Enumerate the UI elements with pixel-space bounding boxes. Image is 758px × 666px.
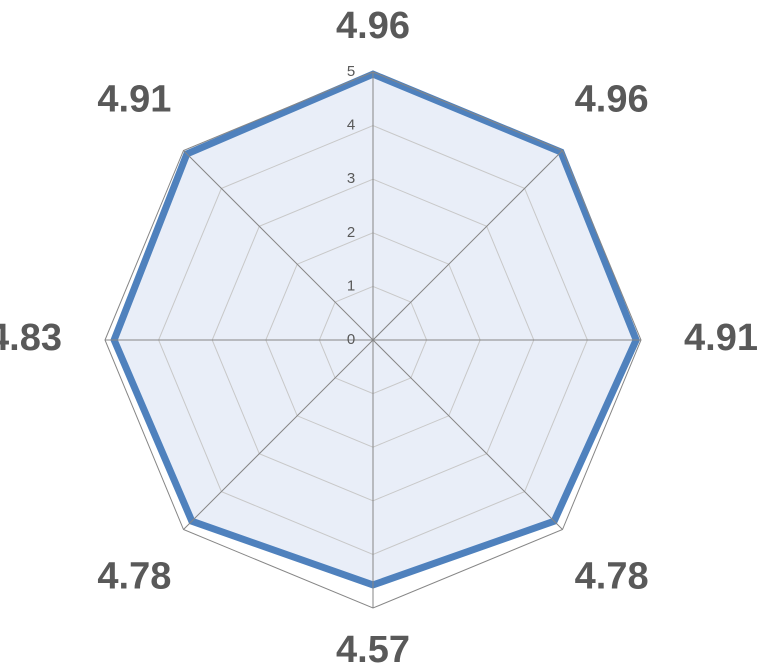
tick-label: 4 xyxy=(347,117,355,134)
spoke xyxy=(372,339,563,530)
tick-label: 3 xyxy=(347,170,355,187)
data-label: 4.83 xyxy=(0,317,62,359)
data-label: 4.91 xyxy=(684,317,758,359)
data-label: 4.96 xyxy=(575,78,649,120)
spoke xyxy=(183,339,374,530)
series-area xyxy=(110,70,640,589)
data-label: 4.57 xyxy=(336,629,410,666)
spoke xyxy=(183,150,374,341)
tick-label: 5 xyxy=(347,63,355,80)
data-label: 4.78 xyxy=(575,556,649,598)
data-label: 4.78 xyxy=(97,556,171,598)
tick-label: 0 xyxy=(347,331,355,348)
data-label: 4.96 xyxy=(336,5,410,47)
spoke xyxy=(372,150,563,341)
tick-label: 1 xyxy=(347,277,355,294)
tick-label: 2 xyxy=(347,224,355,241)
data-label: 4.91 xyxy=(97,78,171,120)
